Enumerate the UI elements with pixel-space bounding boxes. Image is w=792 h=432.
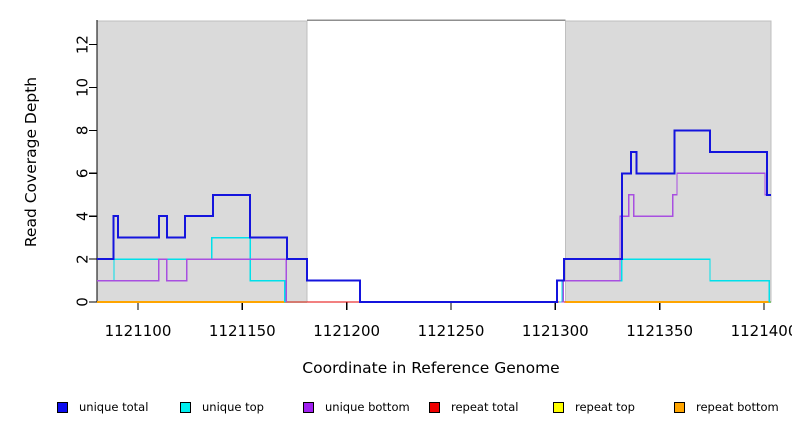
y-tick-label: 12 bbox=[74, 35, 92, 54]
legend-label: repeat top bbox=[575, 400, 635, 414]
legend-item-repeat-bottom: repeat bottom bbox=[674, 400, 779, 414]
legend-item-repeat-total: repeat total bbox=[429, 400, 518, 414]
legend-item-unique-top: unique top bbox=[180, 400, 264, 414]
y-axis-title: Read Coverage Depth bbox=[22, 77, 40, 247]
y-tick-label: 6 bbox=[74, 169, 92, 179]
legend-swatch-icon bbox=[429, 401, 440, 413]
legend-swatch-icon bbox=[553, 401, 564, 413]
series-line-unique-total bbox=[97, 129, 771, 303]
shaded-repeat-regions bbox=[96, 19, 772, 303]
x-tick-label: 1121350 bbox=[626, 322, 693, 340]
legend-item-unique-total: unique total bbox=[57, 400, 148, 414]
legend-label: unique top bbox=[202, 400, 264, 414]
legend-item-unique-bottom: unique bottom bbox=[303, 400, 410, 414]
x-tick-label: 1121100 bbox=[105, 322, 172, 340]
x-tick-label: 1121300 bbox=[522, 322, 589, 340]
y-tick-label: 8 bbox=[74, 126, 92, 136]
legend-swatch-icon bbox=[674, 401, 685, 413]
series-line-unique-top bbox=[97, 237, 307, 303]
legend-label: unique total bbox=[79, 400, 149, 414]
y-tick-label: 2 bbox=[74, 254, 92, 264]
x-axis-title: Coordinate in Reference Genome bbox=[302, 359, 559, 377]
repeat-region-0 bbox=[96, 20, 308, 303]
legend-label: repeat bottom bbox=[696, 400, 779, 414]
y-tick-label: 0 bbox=[74, 297, 92, 307]
x-tick-label: 1121200 bbox=[313, 322, 380, 340]
x-tick-label: 1121250 bbox=[418, 322, 485, 340]
x-tick-label: 1121150 bbox=[209, 322, 276, 340]
x-tick-label: 1121400 bbox=[731, 322, 792, 340]
series-line-unique-bottom bbox=[97, 258, 307, 303]
legend-item-repeat-top: repeat top bbox=[553, 400, 635, 414]
legend-label: repeat total bbox=[451, 400, 519, 414]
series-line-unique-top bbox=[559, 258, 771, 303]
y-tick-label: 10 bbox=[74, 78, 92, 97]
plot-area: 0 2 4 6 8 10 12 1121100 1121150 1121200 1121250 112… bbox=[22, 19, 792, 377]
legend-label: unique bottom bbox=[325, 400, 410, 414]
legend-swatch-icon bbox=[57, 401, 68, 413]
legend: unique total unique top unique bottom repea… bbox=[0, 398, 792, 422]
legend-swatch-icon bbox=[303, 401, 314, 413]
y-tick-label: 4 bbox=[74, 211, 92, 221]
series-lines bbox=[97, 129, 771, 303]
series-line-unique-bottom bbox=[561, 172, 771, 303]
repeat-region-1 bbox=[564, 20, 772, 303]
legend-swatch-icon bbox=[180, 401, 191, 413]
